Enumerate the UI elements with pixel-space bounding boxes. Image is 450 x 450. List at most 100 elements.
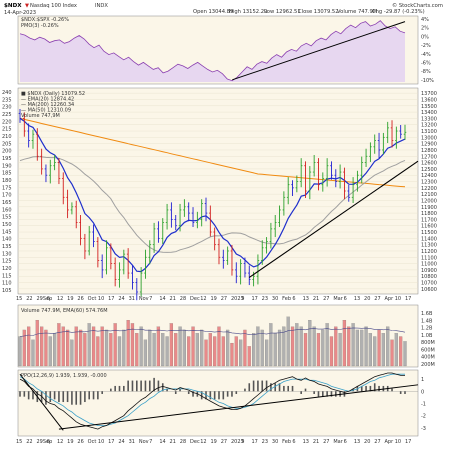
price-panel	[17, 87, 419, 295]
volume-bar	[135, 333, 139, 367]
volume-bar	[308, 320, 312, 367]
x-axis-bottom-label: Mar	[333, 439, 343, 445]
perf-y-tick: -10%	[421, 78, 434, 84]
perf-y-tick: 0%	[421, 34, 429, 40]
volume-bar	[40, 326, 44, 367]
volume-bar	[342, 320, 347, 367]
volume-bar	[70, 339, 74, 367]
price-y-tick-right: 10800	[421, 274, 437, 280]
price-y-tick-right: 13700	[421, 91, 437, 97]
x-axis-bottom-label: 29Sep	[36, 439, 52, 445]
volume-bar	[277, 329, 282, 367]
price-y-tick-left: 240	[2, 90, 12, 96]
date-label: 14-Apr-2023	[4, 10, 36, 16]
x-axis-top-label: 6	[292, 296, 295, 302]
volume-bar	[165, 336, 169, 367]
perf-trendline	[232, 21, 406, 81]
volume-bar	[178, 326, 182, 367]
perf-y-tick: -4%	[421, 52, 431, 58]
volume-bar	[256, 326, 260, 367]
price-y-tick-right: 10900	[421, 268, 437, 274]
price-y-tick-right: 11000	[421, 262, 437, 268]
x-axis-top-label: 30	[272, 296, 278, 302]
x-axis-bottom-label: 13	[354, 439, 360, 445]
volume-bar	[18, 336, 22, 367]
x-axis-bottom-label: 9	[241, 439, 244, 445]
price-y-tick-left: 125	[2, 259, 12, 265]
price-y-tick-right: 10600	[421, 287, 437, 293]
x-axis-top-label: 24	[118, 296, 124, 302]
volume-bar	[386, 326, 390, 367]
volume-bar	[399, 336, 403, 367]
x-axis-top-label: 2023	[231, 296, 244, 302]
price-y-tick-left: 175	[2, 185, 12, 191]
volume-bar	[174, 333, 178, 367]
volume-bar	[316, 333, 321, 367]
volume-bar	[351, 323, 355, 367]
x-axis-bottom-label: 27	[221, 439, 227, 445]
price-legend-entry: — MA(50) 12310.09	[21, 108, 71, 114]
x-axis-bottom-label: 6	[344, 439, 347, 445]
x-axis-top-label: 21	[313, 296, 319, 302]
x-axis-bottom-label: Oct	[88, 439, 97, 445]
volume-y-tick: 1.0B	[421, 333, 433, 339]
volume-bar	[239, 339, 243, 367]
x-axis-bottom-label: 13	[303, 439, 309, 445]
volume-bar	[148, 329, 152, 367]
volume-bar	[269, 323, 273, 367]
price-legend-entry: — EMA(20) 12874.42	[21, 97, 74, 103]
volume-bar	[130, 323, 135, 367]
low-value: Low 12962.51	[264, 9, 301, 15]
volume-bar	[48, 336, 52, 367]
volume-bar	[338, 333, 342, 367]
volume-bar	[290, 326, 295, 367]
ppo-y-tick: 1	[421, 377, 424, 383]
volume-bar	[152, 333, 156, 367]
price-y-tick-left: 130	[2, 251, 12, 257]
volume-bar	[234, 336, 238, 367]
price-y-tick-right: 11400	[421, 236, 437, 242]
volume-y-tick: 200M	[421, 362, 435, 368]
x-axis-bottom-label: 10	[395, 439, 401, 445]
ppo-trendline	[19, 373, 64, 431]
price-chart: 1370013600135001340013300132001310013000…	[2, 90, 437, 301]
price-y-tick-left: 180	[2, 178, 12, 184]
x-axis-top-label: 29Sep	[36, 296, 52, 302]
x-axis-bottom-label: Nov	[139, 439, 149, 445]
volume-bar	[27, 326, 31, 367]
volume-bar	[113, 323, 117, 367]
price-y-tick-right: 10700	[421, 281, 437, 287]
price-y-tick-left: 185	[2, 171, 12, 177]
high-value: High 13152.29	[229, 9, 267, 15]
x-axis-bottom-label: 12	[200, 439, 206, 445]
price-y-tick-right: 11900	[421, 205, 437, 211]
price-y-tick-left: 220	[2, 119, 12, 125]
relative-performance-chart: 4% 2% 0% -2% -4% -6% -8% -10% $NDX:$SPX -0.26%PM…	[19, 17, 434, 84]
volume-bar	[355, 329, 360, 367]
price-y-tick-left: 135	[2, 244, 12, 250]
volume-bar	[373, 336, 377, 367]
perf-y-tick: -2%	[421, 43, 431, 49]
price-y-tick-left: 230	[2, 105, 12, 111]
price-y-tick-right: 11700	[421, 217, 437, 223]
exchange-label: INDX	[95, 3, 108, 9]
price-legend-entry: Volume 747,9M	[21, 113, 60, 119]
x-axis-top-label: Feb	[282, 296, 291, 302]
volume-bar	[368, 333, 372, 367]
perf-y-tick: 2%	[421, 26, 429, 32]
x-axis-bottom-label: Apr	[385, 439, 395, 445]
ppo-panel	[17, 369, 419, 437]
perf-legend-entry: PMO(3) -0.26%	[21, 23, 59, 29]
x-axis-top-label: 12	[57, 296, 63, 302]
volume-bar	[403, 341, 407, 367]
x-axis-top-label: 21	[170, 296, 176, 302]
volume-bar	[22, 329, 26, 367]
price-y-tick-left: 105	[2, 288, 12, 294]
volume-bar	[221, 336, 225, 367]
price-y-tick-right: 12000	[421, 198, 437, 204]
symbol-label: $NDX	[4, 3, 22, 9]
volume-bar	[65, 329, 70, 367]
